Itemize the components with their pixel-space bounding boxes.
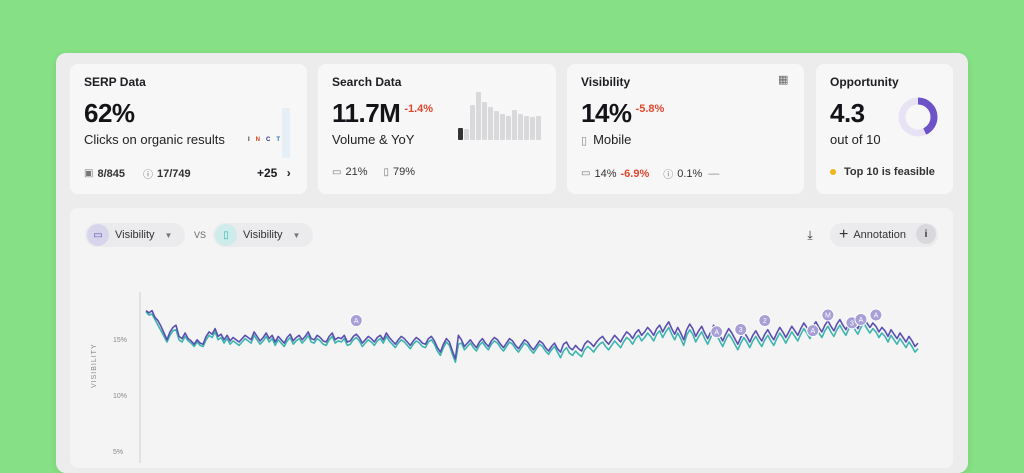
left-series-label[interactable]: Visibility [115, 229, 155, 241]
info-icon[interactable]: i [916, 224, 936, 244]
mobile-icon: ▯ [215, 224, 237, 246]
volume-trend-chart [458, 92, 542, 140]
trend-bar [506, 116, 511, 140]
search-footer: ▭ 21% ▯ 79% [332, 166, 415, 178]
serp-more-count[interactable]: +25 [257, 166, 278, 180]
trend-bar [518, 114, 523, 140]
y-tick-label: 10% [113, 393, 128, 400]
opportunity-ring [898, 97, 938, 137]
trend-bar [458, 128, 463, 140]
annotation-label[interactable]: Annotation [853, 229, 906, 241]
opportunity-footer: Top 10 is feasible [830, 166, 935, 178]
trend-bar [500, 114, 505, 140]
serp-features-count: 8/845 [97, 167, 125, 180]
y-tick-label: 5% [113, 449, 124, 456]
serp-unknown-count: 17/749 [156, 167, 191, 180]
mobile-share: 79% [393, 166, 416, 178]
search-card-title: Search Data [332, 75, 402, 89]
mobile-icon: ▯ [383, 166, 389, 178]
other-visibility-delta: — [708, 167, 720, 180]
desktop-share: 21% [345, 166, 368, 178]
trend-bar [476, 92, 481, 140]
opportunity-card-title: Opportunity [830, 75, 899, 89]
intent-tag-n: N [255, 137, 261, 143]
vs-label: VS [194, 230, 207, 240]
ad-icon: ▣ [84, 168, 94, 179]
question-icon: ⓘ [663, 170, 674, 181]
trend-bar [536, 116, 541, 140]
right-series-label[interactable]: Visibility [243, 229, 283, 241]
serp-footer: ▣ 8/845 ⓘ 17/749 [84, 166, 191, 182]
mobile-device-icon: ▯ [581, 135, 588, 147]
trend-bar [494, 111, 499, 140]
right-series-select[interactable]: ▯ Visibility ▼ [213, 223, 313, 247]
intent-tag-c: C [266, 137, 271, 143]
chevron-right-icon[interactable]: › [286, 166, 291, 180]
y-axis-title: VISIBILITY [91, 343, 98, 388]
serp-value: 62% [84, 98, 135, 128]
trend-bar [530, 117, 535, 140]
serp-data-card[interactable]: SERP Data 62% Clicks on organic results … [70, 64, 307, 194]
intent-tag-t: T [276, 137, 281, 143]
other-visibility: 0.1% [677, 167, 703, 180]
intent-tag-i: I [248, 137, 250, 143]
opportunity-status: Top 10 is feasible [844, 166, 935, 178]
visibility-chart-panel [70, 208, 953, 468]
caret-down-icon[interactable]: ▼ [164, 230, 173, 240]
add-annotation-button[interactable]: + Annotation i [830, 223, 938, 247]
status-dot [830, 169, 836, 175]
desktop-icon: ▭ [87, 224, 109, 246]
opportunity-subtitle: out of 10 [830, 132, 881, 147]
visibility-delta: -5.8% [635, 103, 665, 115]
desktop-icon: ▭ [332, 166, 342, 178]
trend-bar [524, 116, 529, 140]
visibility-card[interactable]: Visibility ▦ 14% -5.8% ▯ Mobile ▭ 14% -6.9… [567, 64, 804, 194]
opportunity-score: 4.3 [830, 98, 865, 128]
visibility-device-label: Mobile [593, 132, 632, 147]
trend-bar [470, 105, 475, 140]
calendar-icon[interactable]: ▦ [778, 74, 789, 86]
opportunity-ring-progress [898, 97, 938, 137]
download-icon[interactable]: ⤓ [807, 227, 813, 242]
intent-tags: I N C T [248, 137, 280, 143]
desktop-visibility: 14% [594, 167, 617, 180]
y-tick-label: 15% [113, 337, 128, 344]
opportunity-card[interactable]: Opportunity 4.3 out of 10 Top 10 is feas… [816, 64, 953, 194]
search-data-card[interactable]: Search Data 11.7M -1.4% Volume & YoY ▭ 21… [318, 64, 556, 194]
serp-more-link[interactable]: +25 › [257, 166, 291, 180]
serp-subtitle: Clicks on organic results [84, 132, 225, 147]
search-volume-number: 11.7M [332, 98, 401, 128]
visibility-value: 14% -5.8% [581, 98, 664, 129]
trend-bar [482, 102, 487, 140]
trend-bar [464, 129, 469, 140]
question-icon: ⓘ [142, 170, 153, 181]
visibility-number: 14% [581, 98, 632, 128]
visibility-subtitle: ▯ Mobile [581, 132, 631, 147]
search-volume-delta: -1.4% [404, 103, 434, 115]
intent-bar [282, 108, 290, 158]
trend-bar [488, 107, 493, 140]
plus-icon[interactable]: + [839, 226, 849, 243]
visibility-footer: ▭ 14% -6.9% ⓘ 0.1% — [581, 166, 720, 182]
serp-card-title: SERP Data [84, 75, 146, 89]
desktop-visibility-delta: -6.9% [620, 167, 650, 180]
visibility-card-title: Visibility [581, 75, 631, 89]
trend-bar [512, 110, 517, 140]
caret-down-icon[interactable]: ▼ [292, 230, 301, 240]
left-series-select[interactable]: ▭ Visibility ▼ [85, 223, 185, 247]
search-volume-value: 11.7M -1.4% [332, 98, 433, 129]
desktop-icon: ▭ [581, 168, 591, 179]
search-subtitle: Volume & YoY [332, 132, 415, 147]
